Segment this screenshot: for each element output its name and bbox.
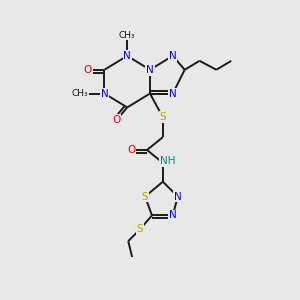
Text: S: S	[137, 224, 143, 234]
Text: O: O	[127, 145, 135, 155]
Text: NH: NH	[160, 156, 176, 166]
Text: N: N	[169, 210, 177, 220]
Text: CH₃: CH₃	[71, 89, 88, 98]
Text: N: N	[100, 88, 108, 98]
Text: O: O	[112, 115, 120, 125]
Text: S: S	[142, 192, 148, 202]
Text: O: O	[83, 65, 92, 75]
Text: N: N	[174, 192, 182, 202]
Text: N: N	[146, 65, 154, 75]
Text: CH₃: CH₃	[119, 31, 136, 40]
Text: N: N	[169, 88, 177, 98]
Text: S: S	[160, 112, 166, 122]
Text: N: N	[123, 51, 131, 61]
Text: N: N	[169, 51, 177, 61]
